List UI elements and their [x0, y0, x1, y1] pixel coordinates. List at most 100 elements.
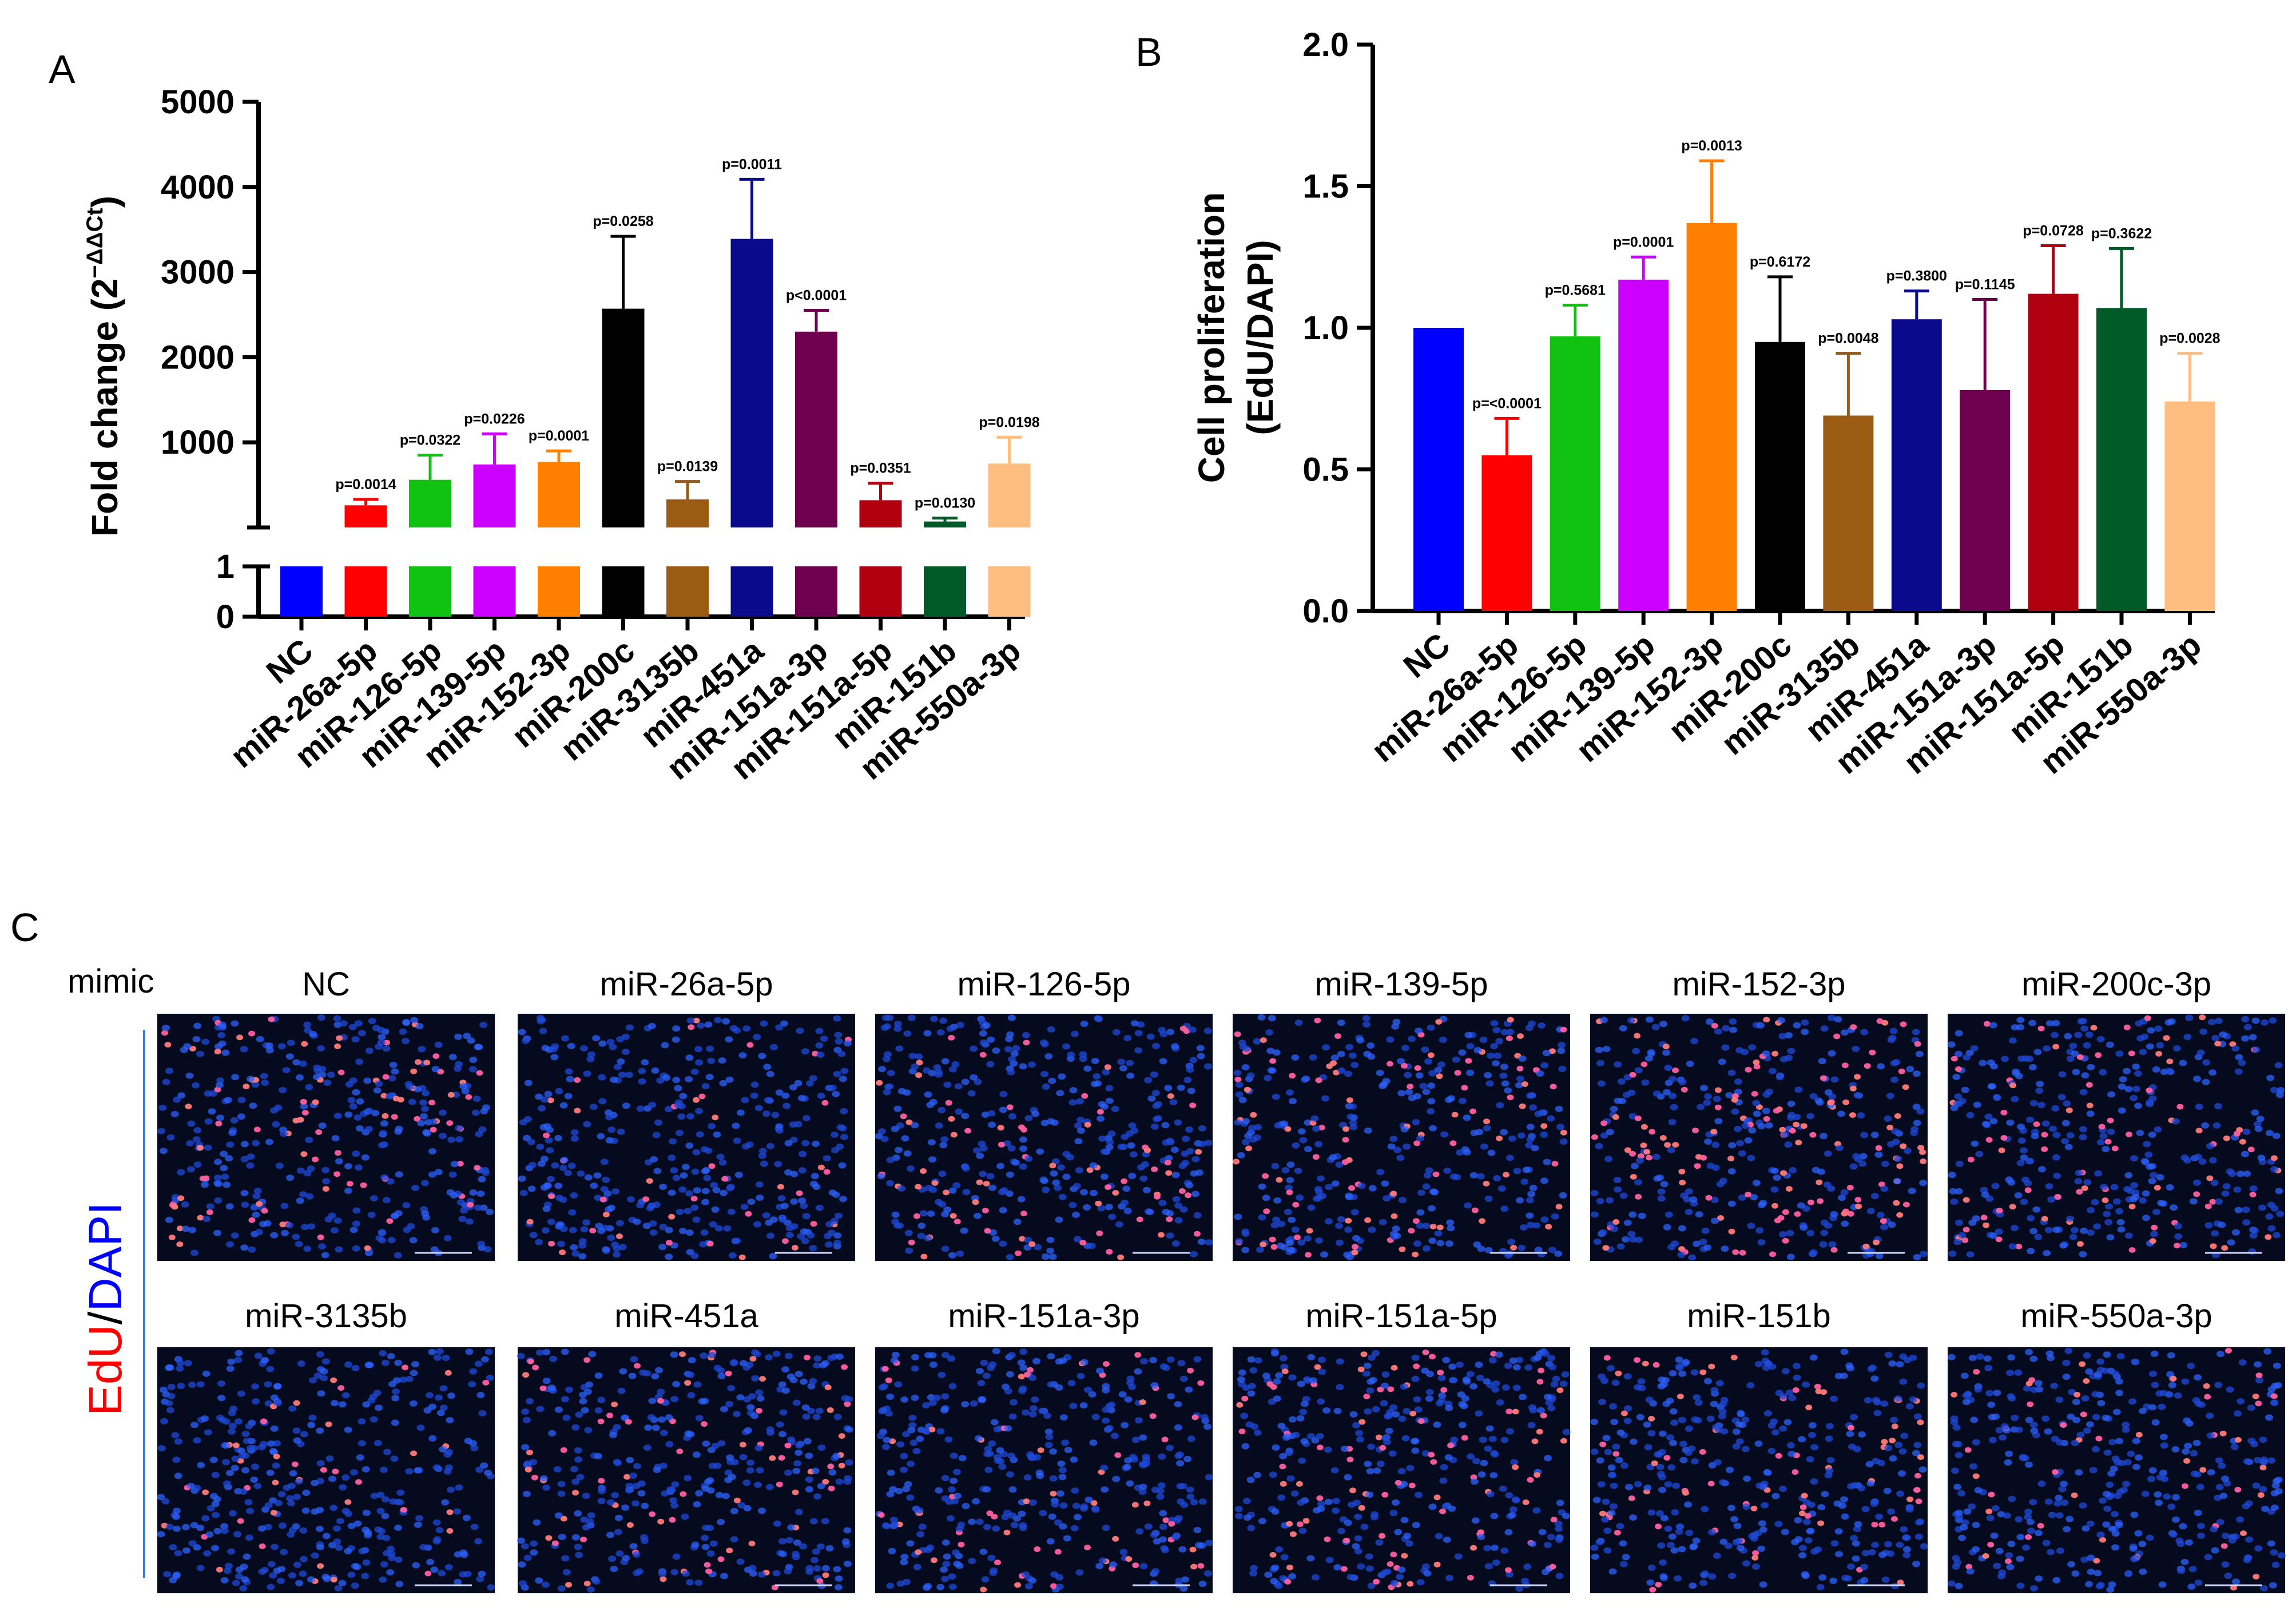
- micrograph-image: [157, 1014, 495, 1261]
- panel-b-y-tick-label: 1.5: [1302, 168, 1349, 205]
- panel-b-p-value: p=0.0728: [2023, 223, 2083, 239]
- panel-a-y-tick-label: 4000: [161, 169, 235, 206]
- micrograph-image: [875, 1347, 1213, 1593]
- panel-a-bar-lower: [730, 566, 773, 617]
- panel-b-bar: [1960, 390, 2011, 611]
- panel-b-p-value: p=0.5681: [1545, 282, 1606, 298]
- panel-a-bar-lower: [666, 566, 709, 617]
- micrograph-title: miR-550a-3p: [2020, 1297, 2212, 1335]
- edu-label: EdU: [80, 1324, 132, 1416]
- micrograph-image: [518, 1014, 855, 1261]
- panel-a-p-value: p=0.0258: [593, 213, 653, 229]
- panel-b-bar: [1755, 342, 1805, 611]
- panel-a-bar: [602, 308, 645, 527]
- panel-a-bar-lower: [602, 566, 645, 617]
- panel-b-bar: [1413, 328, 1464, 611]
- panel-a-y-tick-label: 2000: [161, 339, 235, 376]
- panel-b-p-value: p=0.0028: [2159, 331, 2220, 347]
- panel-b-bar: [2096, 308, 2147, 611]
- panel-b-y-axis-label-line1: Cell proliferation: [1191, 192, 1232, 483]
- panel-a-y-tick-label: 1: [216, 548, 235, 585]
- panel-b-bar: [2164, 401, 2215, 611]
- panel-b-bar: [1823, 415, 1874, 611]
- micrograph-background: [875, 1014, 1213, 1261]
- micrograph-title: miR-3135b: [245, 1297, 407, 1335]
- micrograph-image: [1947, 1014, 2285, 1261]
- panel-b-p-value: p=0.1145: [1955, 277, 2015, 293]
- panel-b-y-tick-label: 2.0: [1302, 26, 1349, 64]
- micrograph-image: [1947, 1347, 2286, 1593]
- micrograph-title: miR-151a-3p: [948, 1297, 1139, 1335]
- micrograph-title: miR-139-5p: [1315, 966, 1488, 1003]
- panel-a-bar-lower: [795, 566, 837, 617]
- micrograph-image: [1590, 1347, 1928, 1593]
- panel-a-bar: [409, 479, 451, 527]
- panel-b-bar: [1686, 223, 1737, 612]
- panel-b-y-tick-label: 1.0: [1302, 309, 1349, 347]
- panel-a-bar-lower: [988, 566, 1031, 617]
- micrograph-background: [875, 1347, 1213, 1593]
- panel-b-y-tick-label: 0.0: [1302, 593, 1349, 630]
- micrograph-title: miR-200c-3p: [2021, 966, 2211, 1003]
- image-panel-c: mimic EdU/DAPI NC miR-26a-5p miR-126-5p miR…: [67, 963, 2286, 1593]
- panel-a-y-tick-label: 5000: [161, 84, 235, 121]
- panel-a-bar-lower: [859, 566, 902, 617]
- panel-a-bar: [795, 331, 837, 527]
- panel-a-y-tick-label: 0: [216, 598, 235, 636]
- panel-a-p-value: p=0.0322: [400, 432, 460, 449]
- panel-b-bar: [1618, 279, 1669, 612]
- micrograph-title: miR-151a-5p: [1305, 1297, 1497, 1335]
- panel-a-bar-lower: [280, 566, 323, 617]
- micrograph-title: miR-152-3p: [1673, 966, 1846, 1003]
- panel-b-p-value: p=0.6172: [1750, 254, 1810, 270]
- panel-a-p-value: p<0.0001: [786, 288, 847, 304]
- micrograph-title: NC: [302, 966, 350, 1003]
- panel-b-y-tick-label: 0.5: [1302, 451, 1349, 489]
- panel-a-bar: [344, 505, 387, 527]
- micrograph-title: miR-451a: [614, 1297, 758, 1335]
- panel-label-b: B: [1135, 30, 1162, 74]
- panel-b-bar: [1891, 319, 1942, 611]
- micrograph-image: [517, 1347, 855, 1593]
- micrograph-image: [1590, 1014, 1928, 1261]
- chart-panel-a: Fold change (2−ΔΔCt) 1000 2000 3000 4000 500…: [82, 84, 1040, 787]
- mimic-row-label: mimic: [67, 963, 154, 1000]
- panel-a-p-value: p=0.0011: [722, 156, 782, 172]
- panel-a-bar: [988, 463, 1031, 527]
- panel-a-y-axis-label: Fold change (2−ΔΔCt): [82, 196, 125, 537]
- panel-b-p-value: p=<0.0001: [1472, 395, 1542, 411]
- panel-a-bar-lower: [473, 566, 516, 617]
- panel-b-p-value: p=0.3622: [2091, 225, 2152, 241]
- edu-dapi-side-label: EdU/DAPI: [80, 1202, 132, 1416]
- panel-b-p-value: p=0.3800: [1886, 268, 1947, 284]
- panel-a-p-value: p=0.0351: [850, 461, 911, 477]
- panel-a-bar-lower: [344, 566, 387, 617]
- micrograph-image: [157, 1347, 495, 1593]
- micrograph-title: miR-151b: [1687, 1297, 1830, 1335]
- micrograph-image: [875, 1014, 1213, 1261]
- micrograph-title: miR-26a-5p: [600, 966, 773, 1003]
- panel-b-bar: [1481, 455, 1532, 611]
- panel-b-y-axis-label-line2: (EdU/DAPI): [1240, 240, 1281, 435]
- label-separator: /: [80, 1311, 132, 1324]
- panel-a-bar: [924, 521, 966, 527]
- panel-label-c: C: [10, 905, 39, 950]
- panel-a-p-value: p=0.0014: [335, 477, 396, 493]
- panel-a-bar-lower: [924, 566, 966, 617]
- panel-a-bar: [730, 239, 773, 527]
- panel-a-bar: [538, 462, 580, 527]
- panel-a-bar: [473, 464, 516, 527]
- panel-b-p-value: p=0.0048: [1818, 331, 1878, 347]
- dapi-label: DAPI: [80, 1202, 132, 1311]
- panel-a-bar: [666, 499, 709, 527]
- panel-a-p-value: p=0.0139: [657, 459, 718, 475]
- panel-b-p-value: p=0.0001: [1613, 234, 1674, 250]
- panel-a-p-value: p=0.0198: [979, 414, 1039, 430]
- panel-a-bar-lower: [409, 566, 451, 617]
- panel-b-bar: [2028, 293, 2079, 611]
- panel-a-y-tick-label: 3000: [161, 254, 235, 291]
- panel-a-p-value: p=0.0226: [464, 411, 525, 427]
- panel-a-p-value: p=0.0130: [915, 495, 975, 511]
- micrograph-title: miR-126-5p: [958, 966, 1131, 1003]
